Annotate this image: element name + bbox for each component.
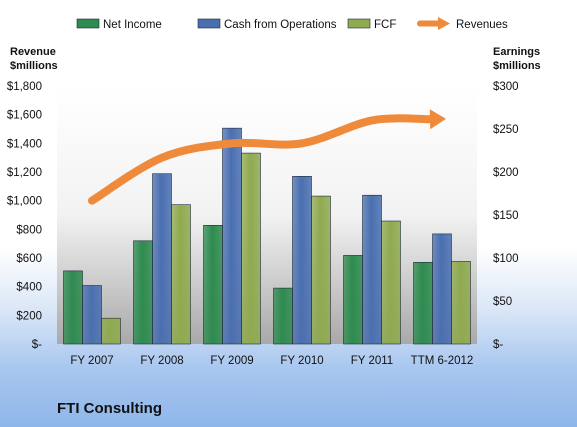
right-axis-title: $millions (493, 60, 541, 72)
bar-fcf (241, 152, 261, 345)
right-tick-label: $150 (493, 210, 519, 222)
left-axis-title: Revenue (10, 46, 56, 58)
right-tick-label: $50 (493, 296, 512, 308)
category-label: FY 2009 (210, 355, 253, 367)
right-tick-label: $- (493, 339, 503, 351)
left-tick-label: $400 (16, 282, 42, 294)
left-tick-label: $- (32, 339, 42, 351)
category-label: FY 2011 (351, 355, 393, 367)
left-tick-label: $600 (16, 253, 42, 265)
bars (63, 127, 471, 345)
bar-fcf (101, 317, 121, 345)
bar-net-income (63, 270, 83, 345)
left-axis-title: $millions (10, 60, 58, 72)
bar-net-income (343, 255, 363, 345)
revenue-line (88, 114, 435, 205)
bar-cash-from-operations (222, 127, 242, 345)
bar-fcf (171, 204, 191, 345)
legend-label-revenues: Revenues (456, 19, 508, 31)
right-tick-label: $100 (493, 253, 519, 265)
bar-cash-from-operations (362, 194, 382, 345)
revenue-arrow-head (429, 109, 446, 130)
chart-title: FTI Consulting (57, 400, 162, 417)
legend-label-cash-from-operations: Cash from Operations (224, 19, 337, 31)
bar-cash-from-operations (152, 173, 172, 345)
category-label: FY 2008 (140, 355, 183, 367)
left-tick-label: $1,600 (7, 110, 42, 122)
left-tick-label: $200 (16, 310, 42, 322)
left-tick-label: $1,200 (7, 167, 42, 179)
left-tick-label: $1,800 (7, 81, 42, 93)
bar-net-income (203, 225, 223, 345)
legend-arrow-revenues (438, 17, 450, 30)
category-label: TTM 6-2012 (411, 355, 474, 367)
bar-net-income (273, 287, 293, 345)
left-tick-label: $1,000 (7, 196, 42, 208)
right-axis-title: Earnings (493, 46, 540, 58)
bar-net-income (413, 261, 433, 345)
bar-fcf (381, 220, 401, 345)
bar-cash-from-operations (82, 285, 102, 345)
left-tick-label: $1,400 (7, 138, 42, 150)
bar-cash-from-operations (292, 176, 312, 345)
right-tick-label: $300 (493, 81, 519, 93)
legend: Net Income Cash from Operations FCF Revenue… (76, 17, 508, 31)
legend-swatch-net-income (76, 18, 100, 29)
legend-swatch-fcf (347, 18, 371, 29)
right-tick-label: $250 (493, 124, 519, 136)
bar-net-income (133, 240, 153, 345)
legend-label-net-income: Net Income (103, 19, 162, 31)
right-tick-label: $200 (493, 167, 519, 179)
bar-cash-from-operations (432, 233, 452, 345)
category-label: FY 2010 (280, 355, 323, 367)
bar-fcf (311, 195, 331, 345)
plot-area (57, 86, 477, 344)
legend-swatch-cash-from-operations (197, 18, 221, 29)
legend-label-fcf: FCF (374, 19, 396, 31)
bar-fcf (451, 261, 471, 345)
revenue-line-group (88, 109, 446, 205)
left-tick-label: $800 (16, 224, 42, 236)
category-label: FY 2007 (70, 355, 113, 367)
